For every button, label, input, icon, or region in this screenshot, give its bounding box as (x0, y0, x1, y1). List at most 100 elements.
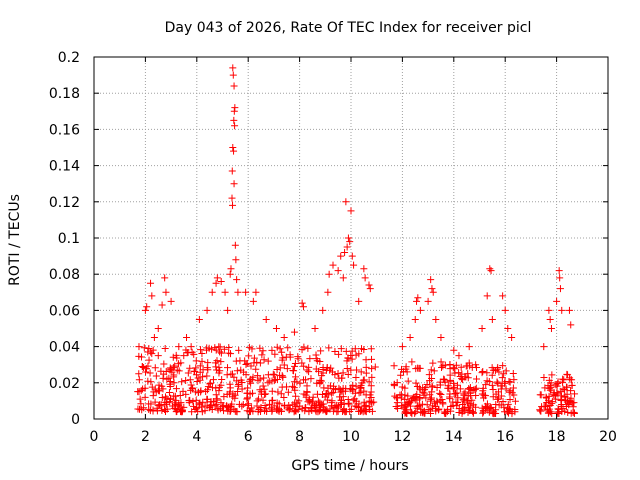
data-point (423, 381, 431, 389)
data-point (307, 375, 315, 383)
data-point (489, 366, 497, 374)
data-point (207, 401, 215, 409)
data-point (170, 379, 178, 387)
data-point (415, 364, 423, 372)
data-point (178, 378, 186, 386)
data-point (545, 306, 553, 314)
data-point (231, 122, 239, 130)
data-point (296, 402, 304, 410)
data-point (346, 238, 354, 246)
data-point (398, 383, 406, 391)
data-point (140, 344, 148, 352)
data-point (169, 353, 177, 361)
data-point (260, 356, 268, 364)
x-tick-label: 20 (599, 429, 617, 445)
data-point (545, 392, 553, 400)
data-point (233, 276, 241, 284)
data-point (135, 343, 143, 351)
data-point (233, 377, 241, 385)
data-point (493, 378, 501, 386)
data-point (404, 377, 412, 385)
data-point (402, 406, 410, 414)
data-point (494, 395, 502, 403)
data-point (540, 343, 548, 351)
data-point (229, 393, 237, 401)
data-point (261, 402, 269, 410)
data-point (329, 261, 337, 269)
data-point (552, 395, 560, 403)
data-point (456, 385, 464, 393)
data-point (186, 376, 194, 384)
data-point (411, 409, 419, 417)
data-point (145, 356, 153, 364)
data-point (494, 388, 502, 396)
data-point (556, 285, 564, 293)
data-point (187, 343, 195, 351)
data-point (171, 399, 179, 407)
data-point (216, 367, 224, 375)
data-point (511, 397, 519, 405)
data-point (499, 292, 507, 300)
data-point (223, 402, 231, 410)
x-axis-label: GPS time / hours (291, 458, 408, 474)
data-point (414, 294, 422, 302)
data-point (508, 389, 516, 397)
data-point (289, 382, 297, 390)
data-point (150, 334, 158, 342)
data-point (147, 348, 155, 356)
data-point (542, 402, 550, 410)
data-point (408, 358, 416, 366)
data-point (180, 352, 188, 360)
data-point (269, 396, 277, 404)
data-point (237, 366, 245, 374)
data-point (553, 297, 561, 305)
data-point (143, 303, 151, 311)
data-point (255, 395, 263, 403)
data-point (355, 389, 363, 397)
data-point (238, 402, 246, 410)
data-point (427, 410, 435, 418)
data-point (262, 315, 270, 323)
x-tick-label: 16 (496, 429, 514, 445)
data-point (480, 394, 488, 402)
data-point (242, 288, 250, 296)
data-point (249, 373, 257, 381)
data-point (557, 392, 565, 400)
data-point (563, 370, 571, 378)
data-point (279, 373, 287, 381)
data-point (144, 377, 152, 385)
x-tick-label: 14 (445, 429, 463, 445)
data-point (247, 362, 255, 370)
data-point (420, 407, 428, 415)
data-point (393, 399, 401, 407)
data-point (437, 391, 445, 399)
y-tick-label: 0.14 (49, 159, 80, 175)
data-point (145, 345, 153, 353)
data-point (224, 306, 232, 314)
data-point (290, 328, 298, 336)
data-point (276, 364, 284, 372)
data-point (180, 403, 188, 411)
data-point (158, 406, 166, 414)
data-point (213, 366, 221, 374)
data-point (242, 360, 250, 368)
data-point (543, 398, 551, 406)
data-point (134, 405, 142, 413)
data-point (158, 394, 166, 402)
data-point (404, 400, 412, 408)
data-point (266, 400, 274, 408)
data-point (334, 404, 342, 412)
data-point (266, 377, 274, 385)
data-point (298, 299, 306, 307)
data-point (182, 390, 190, 398)
data-point (567, 387, 575, 395)
data-point (570, 409, 578, 417)
x-tick-label: 18 (548, 429, 566, 445)
data-point (244, 401, 252, 409)
data-point (303, 388, 311, 396)
data-point (229, 201, 237, 209)
data-point (278, 348, 286, 356)
data-point (485, 378, 493, 386)
data-point (253, 397, 261, 405)
data-point (324, 288, 332, 296)
